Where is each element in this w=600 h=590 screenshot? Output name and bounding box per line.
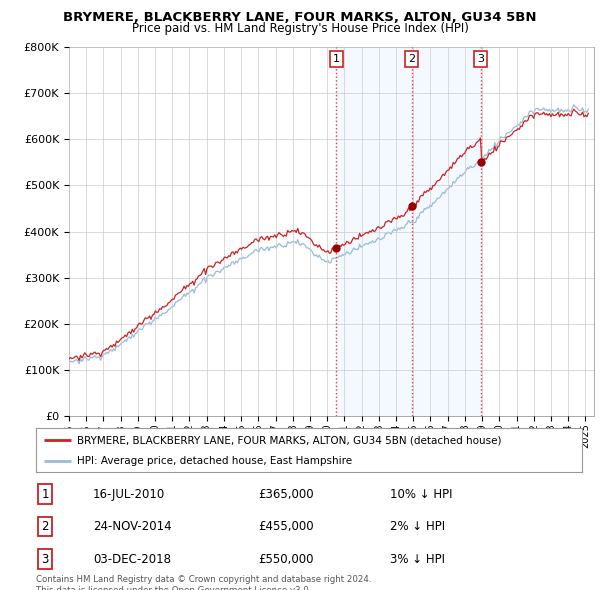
- Bar: [337, 47, 481, 416]
- Text: 10% ↓ HPI: 10% ↓ HPI: [390, 487, 452, 501]
- Text: £455,000: £455,000: [258, 520, 314, 533]
- Text: 2: 2: [408, 54, 415, 64]
- Text: 2% ↓ HPI: 2% ↓ HPI: [390, 520, 445, 533]
- Text: 2: 2: [41, 520, 49, 533]
- Text: 03-DEC-2018: 03-DEC-2018: [93, 552, 171, 566]
- Text: BRYMERE, BLACKBERRY LANE, FOUR MARKS, ALTON, GU34 5BN: BRYMERE, BLACKBERRY LANE, FOUR MARKS, AL…: [63, 11, 537, 24]
- Text: 16-JUL-2010: 16-JUL-2010: [93, 487, 165, 501]
- Text: Price paid vs. HM Land Registry's House Price Index (HPI): Price paid vs. HM Land Registry's House …: [131, 22, 469, 35]
- Text: 3: 3: [41, 552, 49, 566]
- Text: 3: 3: [477, 54, 484, 64]
- Text: HPI: Average price, detached house, East Hampshire: HPI: Average price, detached house, East…: [77, 456, 352, 466]
- Text: 24-NOV-2014: 24-NOV-2014: [93, 520, 172, 533]
- Text: BRYMERE, BLACKBERRY LANE, FOUR MARKS, ALTON, GU34 5BN (detached house): BRYMERE, BLACKBERRY LANE, FOUR MARKS, AL…: [77, 435, 502, 445]
- Text: £365,000: £365,000: [258, 487, 314, 501]
- Text: 3% ↓ HPI: 3% ↓ HPI: [390, 552, 445, 566]
- Text: Contains HM Land Registry data © Crown copyright and database right 2024.
This d: Contains HM Land Registry data © Crown c…: [36, 575, 371, 590]
- Text: £550,000: £550,000: [258, 552, 314, 566]
- Text: 1: 1: [41, 487, 49, 501]
- Text: 1: 1: [333, 54, 340, 64]
